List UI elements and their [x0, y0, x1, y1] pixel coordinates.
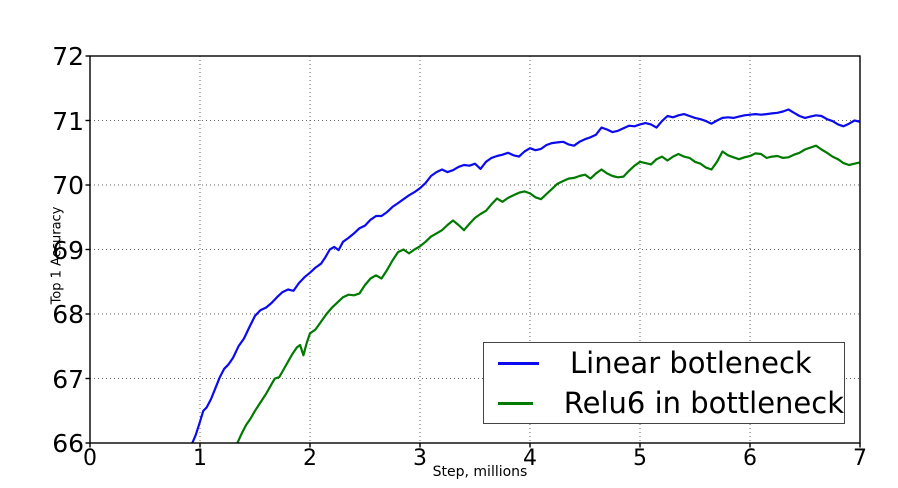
legend: Linear botleneck Relu6 in bottleneck — [483, 342, 845, 424]
x-tick-label: 3 — [413, 446, 427, 471]
legend-line-sample-blue — [498, 361, 539, 365]
y-tick-label: 71 — [52, 106, 84, 136]
x-tick-label: 1 — [193, 446, 207, 471]
legend-line-sample-green — [498, 401, 533, 405]
x-tick-label: 5 — [633, 446, 647, 471]
y-tick-label: 69 — [52, 235, 84, 265]
x-tick-label: 7 — [853, 446, 867, 471]
x-tick-label: 2 — [303, 446, 317, 471]
y-tick-label: 66 — [52, 429, 84, 458]
y-axis-label: Top 1 Accuracy — [49, 206, 65, 305]
legend-entry-relu6: Relu6 in bottleneck — [484, 383, 844, 423]
curve-layer — [191, 108, 860, 443]
x-tick-label: 0 — [83, 446, 97, 471]
y-tick-label: 72 — [52, 42, 84, 71]
y-tick-label: 70 — [52, 171, 84, 200]
y-tick-label: 68 — [52, 300, 84, 329]
legend-label-relu6: Relu6 in bottleneck — [563, 385, 844, 420]
x-tick-label: 6 — [743, 446, 757, 471]
tick-layer — [85, 55, 861, 448]
plot-frame — [89, 55, 861, 444]
x-axis-label: Step, millions — [432, 464, 528, 480]
legend-label-linear: Linear botleneck — [570, 345, 812, 380]
x-tick-label: 4 — [523, 446, 537, 471]
y-tick-label: 67 — [52, 364, 84, 394]
legend-entry-linear: Linear botleneck — [484, 343, 844, 383]
series-curve-0 — [191, 108, 860, 443]
series-curve-1 — [236, 144, 860, 443]
